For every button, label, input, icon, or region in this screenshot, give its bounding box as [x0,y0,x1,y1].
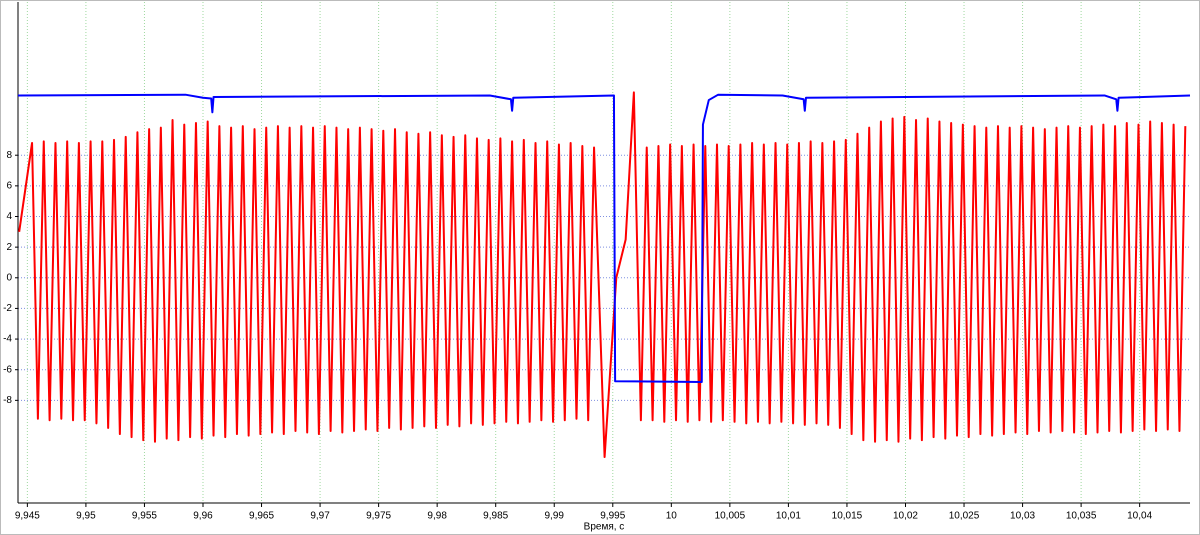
x-tick-label: 9,995 [600,511,625,522]
y-tick-label: -6 [3,364,12,375]
x-tick-label: 10,04 [1127,511,1152,522]
x-tick-label: 10,025 [949,511,980,522]
x-tick-label: 9,98 [427,511,447,522]
x-tick-label: 10 [666,511,678,522]
y-tick-label: -8 [3,395,12,406]
x-axis-label: Время, с [584,522,625,533]
x-tick-label: 9,975 [366,511,391,522]
x-tick-label: 9,97 [310,511,330,522]
x-tick-label: 9,955 [132,511,157,522]
x-tick-label: 10,01 [776,511,801,522]
y-tick-label: 8 [6,150,12,161]
x-tick-label: 10,03 [1010,511,1035,522]
x-tick-label: 9,985 [483,511,508,522]
x-tick-label: 10,015 [832,511,863,522]
series-line [18,91,1187,459]
x-tick-label: 9,95 [76,511,96,522]
series-line [17,93,1191,383]
x-tick-label: 10,035 [1066,511,1097,522]
y-tick-label: 0 [6,272,12,283]
x-tick-label: 9,96 [193,511,213,522]
x-tick-label: 9,965 [249,511,274,522]
x-tick-label: 9,99 [545,511,565,522]
y-tick-label: 6 [6,180,12,191]
y-tick-label: -2 [3,303,12,314]
x-tick-label: 10,02 [893,511,918,522]
x-tick-label: 10,005 [715,511,746,522]
y-tick-label: 4 [6,211,12,222]
y-tick-label: 2 [6,242,12,253]
x-tick-label: 9,945 [15,511,40,522]
y-tick-label: -4 [3,334,12,345]
